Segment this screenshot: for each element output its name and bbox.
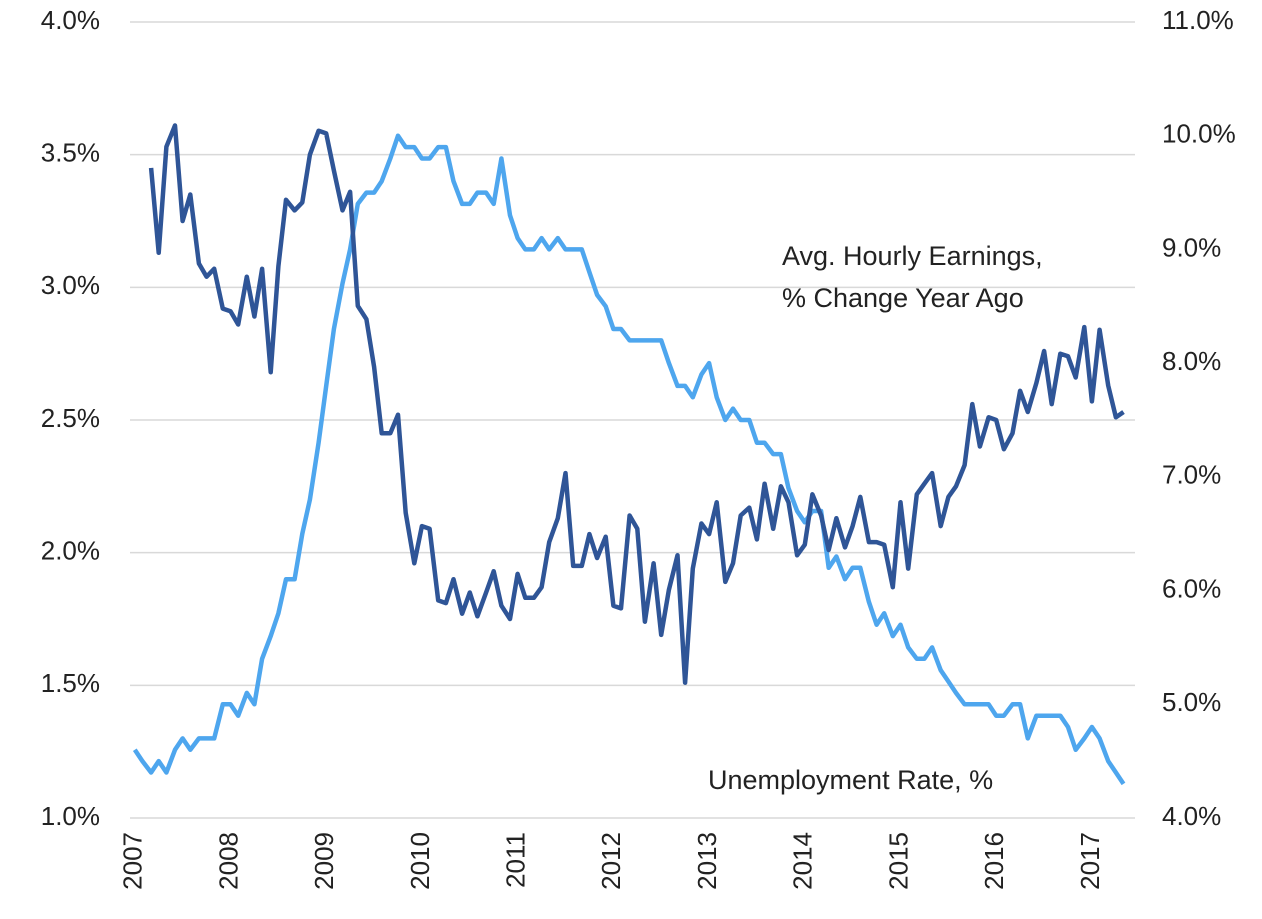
x-tick-label: 2015: [883, 832, 913, 890]
x-tick-label: 2016: [979, 832, 1009, 890]
y2-tick-label: 7.0%: [1162, 460, 1221, 490]
y2-tick-label: 6.0%: [1162, 573, 1221, 603]
x-tick-label: 2014: [788, 832, 818, 890]
x-tick-label: 2011: [501, 832, 531, 888]
y-tick-label: 2.0%: [41, 536, 100, 566]
y2-tick-label: 8.0%: [1162, 346, 1221, 376]
x-tick-label: 2013: [692, 832, 722, 890]
x-tick-label: 2010: [405, 832, 435, 890]
y-tick-label: 1.5%: [41, 668, 100, 698]
y2-tick-label: 11.0%: [1162, 5, 1234, 35]
y-tick-label: 3.5%: [41, 138, 100, 168]
y-tick-label: 3.0%: [41, 270, 100, 300]
x-tick-label: 2012: [596, 832, 626, 890]
annotation: % Change Year Ago: [782, 283, 1024, 313]
y-tick-label: 1.0%: [41, 801, 100, 831]
x-tick-label: 2007: [118, 832, 148, 890]
series-line: [132, 133, 1126, 786]
annotation: Unemployment Rate, %: [708, 765, 993, 795]
y2-tick-label: 10.0%: [1162, 119, 1236, 149]
y2-tick-label: 9.0%: [1162, 232, 1221, 262]
y2-tick-label: 4.0%: [1162, 801, 1221, 831]
series-line: [148, 123, 1125, 685]
y-tick-label: 4.0%: [41, 5, 100, 35]
y-tick-label: 2.5%: [41, 403, 100, 433]
x-tick-label: 2017: [1075, 832, 1105, 890]
x-tick-label: 2009: [309, 832, 339, 890]
annotation: Avg. Hourly Earnings,: [782, 241, 1043, 271]
y2-tick-label: 5.0%: [1162, 687, 1221, 717]
x-tick-label: 2008: [213, 832, 243, 890]
